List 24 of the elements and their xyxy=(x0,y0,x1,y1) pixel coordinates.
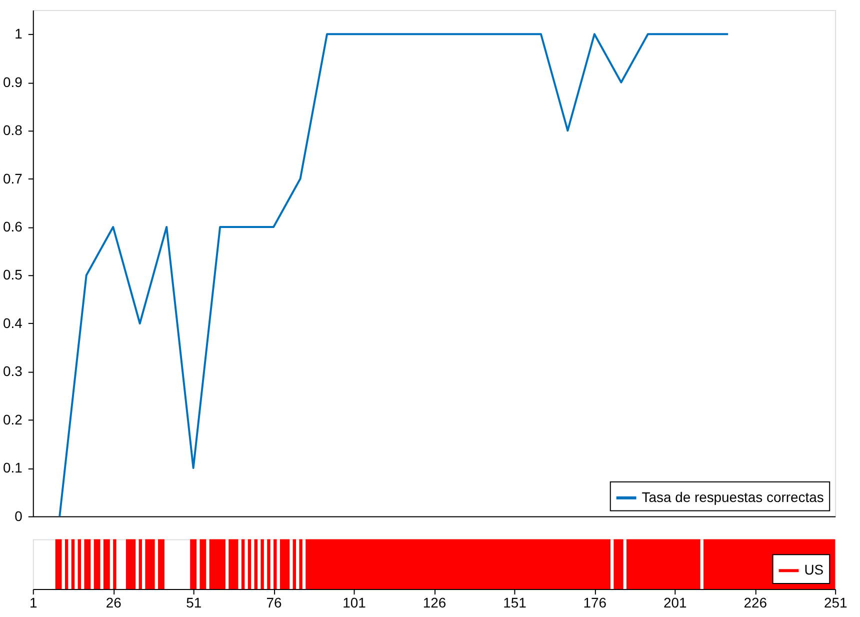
x-tick-label: 176 xyxy=(583,594,607,610)
y-tick-label: 1 xyxy=(14,26,23,42)
y-tick-label: 0.1 xyxy=(3,460,23,476)
y-tick-label: 0.4 xyxy=(3,314,23,331)
x-tick-label: 126 xyxy=(422,594,446,610)
x-tick-label: 201 xyxy=(664,594,688,610)
x-tick-label: 51 xyxy=(186,594,202,610)
x-tick-label: 1 xyxy=(30,594,38,610)
y-tick-label: 0.3 xyxy=(3,363,23,380)
y-tick-label: 0.6 xyxy=(3,218,23,234)
y-tick-label: 0.2 xyxy=(3,411,23,428)
x-tick-label: 151 xyxy=(503,594,527,610)
y-tick-label: 0.7 xyxy=(3,170,23,186)
x-tick-label: 76 xyxy=(266,594,282,610)
x-tick-label: 101 xyxy=(342,594,366,610)
y-tick-label: 0.8 xyxy=(3,122,23,138)
y-tick-label: 0.9 xyxy=(3,74,23,90)
legend-label: US xyxy=(804,562,824,578)
x-tick-label: 226 xyxy=(744,594,768,610)
y-tick-label: 0 xyxy=(14,508,23,524)
legend-label: Tasa de respuestas correctas xyxy=(642,488,824,505)
x-tick-label: 251 xyxy=(824,594,848,610)
y-tick-label: 0.5 xyxy=(3,266,23,283)
x-tick-label: 26 xyxy=(106,594,122,610)
